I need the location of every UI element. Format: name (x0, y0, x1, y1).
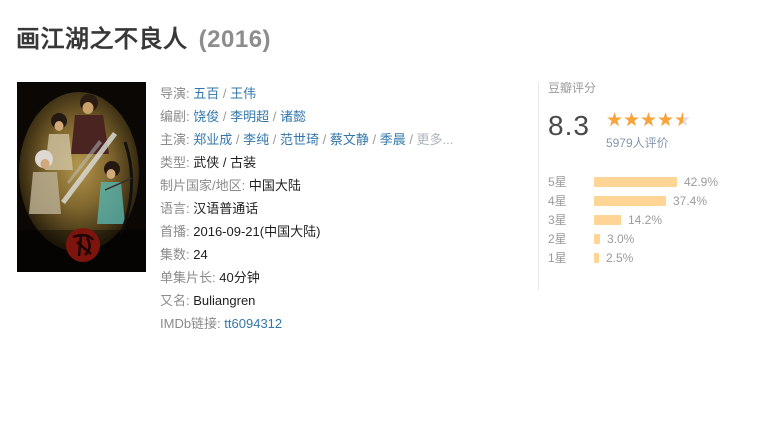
stars-column: ★★★★★ ★★★★★ 5979人评价 (605, 110, 692, 151)
rating-percent: 14.2% (628, 212, 663, 227)
poster-seal (66, 228, 100, 262)
subject-content: 导演: 五百 / 王伟 编剧: 饶俊 / 李明超 / 诸懿 主演: 郑业成 / … (0, 82, 763, 335)
aka-label: 又名: (160, 293, 190, 308)
language-label: 语言: (160, 201, 190, 216)
separator: / (219, 109, 231, 124)
rating-score-row: 8.3 ★★★★★ ★★★★★ 5979人评价 (548, 110, 748, 151)
directors-label: 导演: (160, 86, 190, 101)
episodes-text: 24 (193, 247, 208, 262)
director-link[interactable]: 王伟 (230, 86, 257, 101)
rating-percent: 42.9% (684, 174, 719, 189)
rating-bar-row: 1星 2.5% (548, 248, 748, 267)
premiere-text: 2016-09-21(中国大陆) (193, 224, 321, 239)
info-row-writers: 编剧: 饶俊 / 李明超 / 诸懿 (160, 105, 460, 128)
separator: / (269, 132, 280, 147)
info-row-premiere: 首播: 2016-09-21(中国大陆) (160, 220, 460, 243)
star-fill-icon: ★★★★★ (605, 112, 683, 129)
imdb-label: IMDb链接: (160, 316, 221, 331)
douban-rating-section: 豆瓣评分 8.3 ★★★★★ ★★★★★ 5979人评价 5星 42.9% 4星… (538, 82, 748, 290)
movie-title: 画江湖之不良人 (16, 26, 188, 53)
info-row-genre: 类型: 武侠 / 古装 (160, 151, 460, 174)
cast-label: 主演: (160, 132, 190, 147)
rating-score: 8.3 (548, 110, 590, 141)
page-title: 画江湖之不良人 (2016) (16, 26, 763, 54)
info-row-imdb: IMDb链接: tt6094312 (160, 312, 460, 335)
rating-percent: 37.4% (673, 193, 708, 208)
star-rating-icon: ★★★★★ ★★★★★ (605, 110, 692, 131)
info-row-region: 制片国家/地区: 中国大陆 (160, 174, 460, 197)
info-row-cast: 主演: 郑业成 / 李纯 / 范世琦 / 蔡文静 / 季晨 / 更多... (160, 128, 460, 151)
writer-link[interactable]: 李明超 (230, 109, 270, 124)
info-row-runtime: 单集片长: 40分钟 (160, 266, 460, 289)
cast-link[interactable]: 范世琦 (279, 132, 319, 147)
movie-year: (2016) (198, 26, 272, 53)
genre-text: 武侠 (193, 155, 220, 170)
star-level-label: 2星 (548, 232, 567, 246)
rating-bar (594, 252, 599, 263)
star-level-label: 1星 (548, 251, 567, 265)
poster-image[interactable] (17, 82, 146, 272)
info-row-language: 语言: 汉语普通话 (160, 197, 460, 220)
genre-text: 古装 (230, 155, 257, 170)
star-base-icon: ★★★★★ (605, 110, 692, 131)
info-row-episodes: 集数: 24 (160, 243, 460, 266)
star-level-label: 3星 (548, 213, 567, 227)
more-cast-link[interactable]: 更多... (416, 132, 454, 147)
info-row-directors: 导演: 五百 / 王伟 (160, 82, 460, 105)
rating-bar (594, 195, 666, 206)
cast-link[interactable]: 蔡文静 (329, 132, 369, 147)
writers-label: 编剧: (160, 109, 190, 124)
movie-info: 导演: 五百 / 王伟 编剧: 饶俊 / 李明超 / 诸懿 主演: 郑业成 / … (160, 82, 460, 335)
director-link[interactable]: 五百 (193, 86, 220, 101)
separator: / (232, 132, 244, 147)
premiere-label: 首播: (160, 224, 190, 239)
separator: / (219, 155, 231, 170)
writer-link[interactable]: 饶俊 (193, 109, 220, 124)
rating-section-title: 豆瓣评分 (548, 81, 597, 95)
separator: / (405, 132, 417, 147)
star-level-label: 5星 (548, 175, 567, 189)
rating-bar (594, 233, 600, 244)
language-text: 汉语普通话 (193, 201, 259, 216)
separator: / (219, 86, 231, 101)
aka-text: Buliangren (193, 293, 256, 308)
info-row-aka: 又名: Buliangren (160, 289, 460, 312)
rating-bar-row: 3星 14.2% (548, 210, 748, 229)
rating-bar (594, 214, 621, 225)
runtime-text: 40分钟 (219, 270, 260, 285)
poster-figures (29, 94, 134, 235)
rating-bar-row: 4星 37.4% (548, 191, 748, 210)
genre-label: 类型: (160, 155, 190, 170)
cast-link[interactable]: 郑业成 (193, 132, 233, 147)
separator: / (269, 109, 280, 124)
star-level-label: 4星 (548, 194, 567, 208)
rating-percent: 3.0% (607, 231, 635, 246)
rating-bar-row: 5星 42.9% (548, 172, 748, 191)
rating-bar-row: 2星 3.0% (548, 229, 748, 248)
rating-votes-link[interactable]: 5979人评价 (605, 136, 669, 150)
writer-link[interactable]: 诸懿 (279, 109, 306, 124)
region-label: 制片国家/地区: (160, 178, 246, 193)
runtime-label: 单集片长: (160, 270, 216, 285)
rating-percent: 2.5% (606, 250, 634, 265)
episodes-label: 集数: (160, 247, 190, 262)
separator: / (368, 132, 380, 147)
imdb-link[interactable]: tt6094312 (224, 316, 283, 331)
separator: / (318, 132, 330, 147)
cast-link[interactable]: 季晨 (379, 132, 406, 147)
region-text: 中国大陆 (248, 178, 301, 193)
cast-link[interactable]: 李纯 (243, 132, 270, 147)
rating-distribution: 5星 42.9% 4星 37.4% 3星 14.2% 2星 3.0% 1星 (548, 172, 748, 267)
rating-bar (594, 176, 677, 187)
